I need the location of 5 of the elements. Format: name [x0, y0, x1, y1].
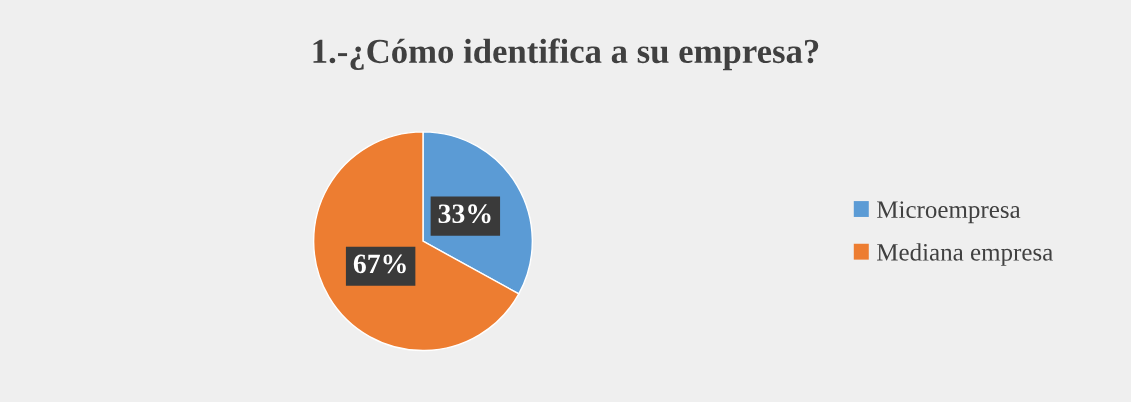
data-label: 33%	[438, 204, 491, 224]
legend-label: Microempresa	[877, 201, 1021, 224]
legend-label: Mediana empresa	[877, 243, 1053, 266]
chart-title: 1.-¿Cómo identifica a su empresa?	[313, 38, 819, 71]
data-label: 67%	[353, 254, 406, 274]
